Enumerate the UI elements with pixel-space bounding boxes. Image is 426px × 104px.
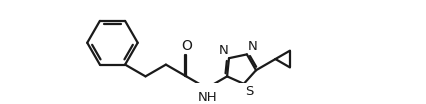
Text: N: N [219, 44, 228, 57]
Text: N: N [248, 40, 257, 53]
Text: NH: NH [198, 90, 217, 103]
Text: O: O [181, 39, 192, 53]
Text: S: S [245, 85, 253, 98]
